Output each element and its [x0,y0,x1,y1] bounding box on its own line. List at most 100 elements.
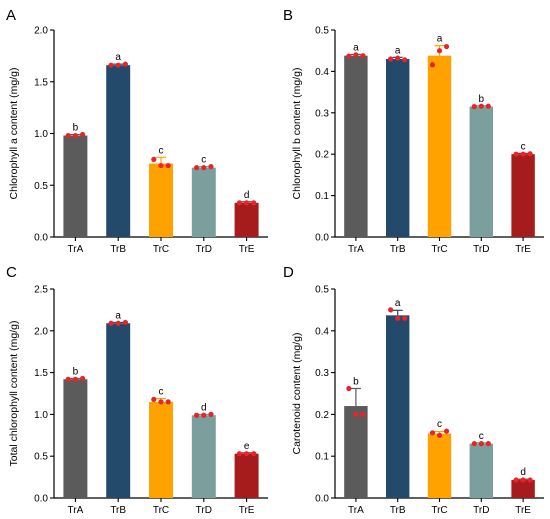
data-point-tra [79,131,86,138]
data-point-trb [115,62,121,68]
data-point-trc [165,162,171,169]
y-tick-label: 0.3 [315,108,329,119]
data-point-trd [485,441,491,447]
bar-trb [385,315,410,498]
data-point-trd [485,103,491,109]
y-axis-label: Carotenoid content (mg/g) [291,333,303,455]
significance-letter-trb: a [395,298,401,309]
data-point-trb [388,307,394,313]
data-point-trc [165,399,171,405]
data-point-trd [478,441,484,447]
panel-letter: D [283,264,294,281]
data-point-trd [201,412,207,418]
bar-tre [234,453,259,498]
data-point-tre [527,477,533,483]
data-point-trb [122,61,128,67]
data-point-tra [346,385,352,392]
y-tick-label: 0.4 [315,326,329,337]
y-tick-label: 0.4 [315,67,329,78]
data-point-tra [65,376,71,382]
panel-letter: A [6,7,16,24]
data-point-tra [72,132,78,139]
data-point-trb [115,320,121,326]
data-point-trc [151,396,157,402]
bar-trb [106,323,131,498]
data-point-trc [151,156,157,162]
bar-tre [234,202,259,237]
data-point-trc [429,62,436,68]
panel-letter: C [6,264,17,281]
bar-trb [385,58,410,238]
bar-trd [469,443,494,498]
data-point-tre [520,477,526,483]
x-tick-label-tra: TrA [68,244,84,255]
data-point-trd [194,412,200,418]
significance-letter-trb: a [115,310,121,321]
y-tick-label: 0.0 [315,494,329,505]
data-point-trb [122,319,128,326]
data-point-tre [520,151,526,157]
data-point-trb [108,62,114,68]
y-tick-label: 0.5 [34,452,48,463]
bar-trc [149,163,173,237]
y-tick-label: 1.0 [34,129,48,140]
data-point-trb [395,55,401,61]
y-axis-label: Total chlorophyll content (mg/g) [8,321,20,467]
x-tick-label-trc: TrC [431,244,447,255]
data-point-trc [436,432,443,438]
y-tick-label: 0.1 [315,452,329,463]
bar-trc [427,55,452,237]
y-tick-label: 0.5 [34,181,48,192]
data-point-trc [158,162,164,169]
bar-trc [149,401,173,498]
y-tick-label: 1.5 [34,77,48,88]
x-tick-label-trb: TrB [110,505,126,516]
data-point-trd [208,411,214,417]
y-tick-label: 2.0 [34,326,48,337]
data-point-tre [251,200,257,206]
chart-panel-c: C Total chlorophyll content (mg/g) 0.0 0.5 1… [6,264,268,516]
data-point-trc [158,399,164,405]
significance-letter-trc: c [437,419,442,430]
data-point-trc [429,430,436,436]
x-tick-label-trd: TrD [473,244,489,255]
data-point-tra [353,411,359,417]
bar-tra [344,406,368,498]
bar-tra [63,379,88,498]
x-tick-label-trd: TrD [473,505,489,516]
y-tick-label: 0.0 [34,494,48,505]
bar-trd [469,106,494,237]
data-point-tre [513,151,519,157]
significance-letter-tra: b [73,366,79,377]
significance-letter-tre: d [520,467,526,478]
data-point-trb [402,57,408,63]
x-tick-label-trc: TrC [153,244,169,255]
x-tick-label-tra: TrA [348,505,364,516]
data-point-tra [360,411,366,417]
data-point-trc [443,428,450,434]
significance-letter-tre: e [244,441,250,452]
x-tick-label-tre: TrE [515,505,531,516]
data-point-tre [244,200,250,206]
data-point-tre [513,477,519,483]
x-tick-label-trd: TrD [196,505,212,516]
x-tick-label-trc: TrC [431,505,447,516]
significance-letter-trb: a [115,52,121,63]
x-tick-label-tre: TrE [239,505,255,516]
bar-trd [191,167,216,237]
significance-letter-tre: d [244,190,250,201]
bar-trb [106,65,131,237]
data-point-trb [388,56,394,62]
significance-letter-trb: a [395,45,401,56]
y-tick-label: 0.0 [315,233,329,244]
x-tick-label-tra: TrA [68,505,84,516]
x-tick-label-tre: TrE [515,244,531,255]
data-point-trc [436,48,443,54]
data-point-tra [346,53,352,59]
data-point-tra [65,132,71,139]
y-axis-label: Chlorophyll b content (mg/g) [291,68,303,200]
data-point-tra [353,52,359,58]
significance-letter-trd: b [479,94,485,105]
bar-tre [511,480,535,498]
y-tick-label: 1.5 [34,368,48,379]
